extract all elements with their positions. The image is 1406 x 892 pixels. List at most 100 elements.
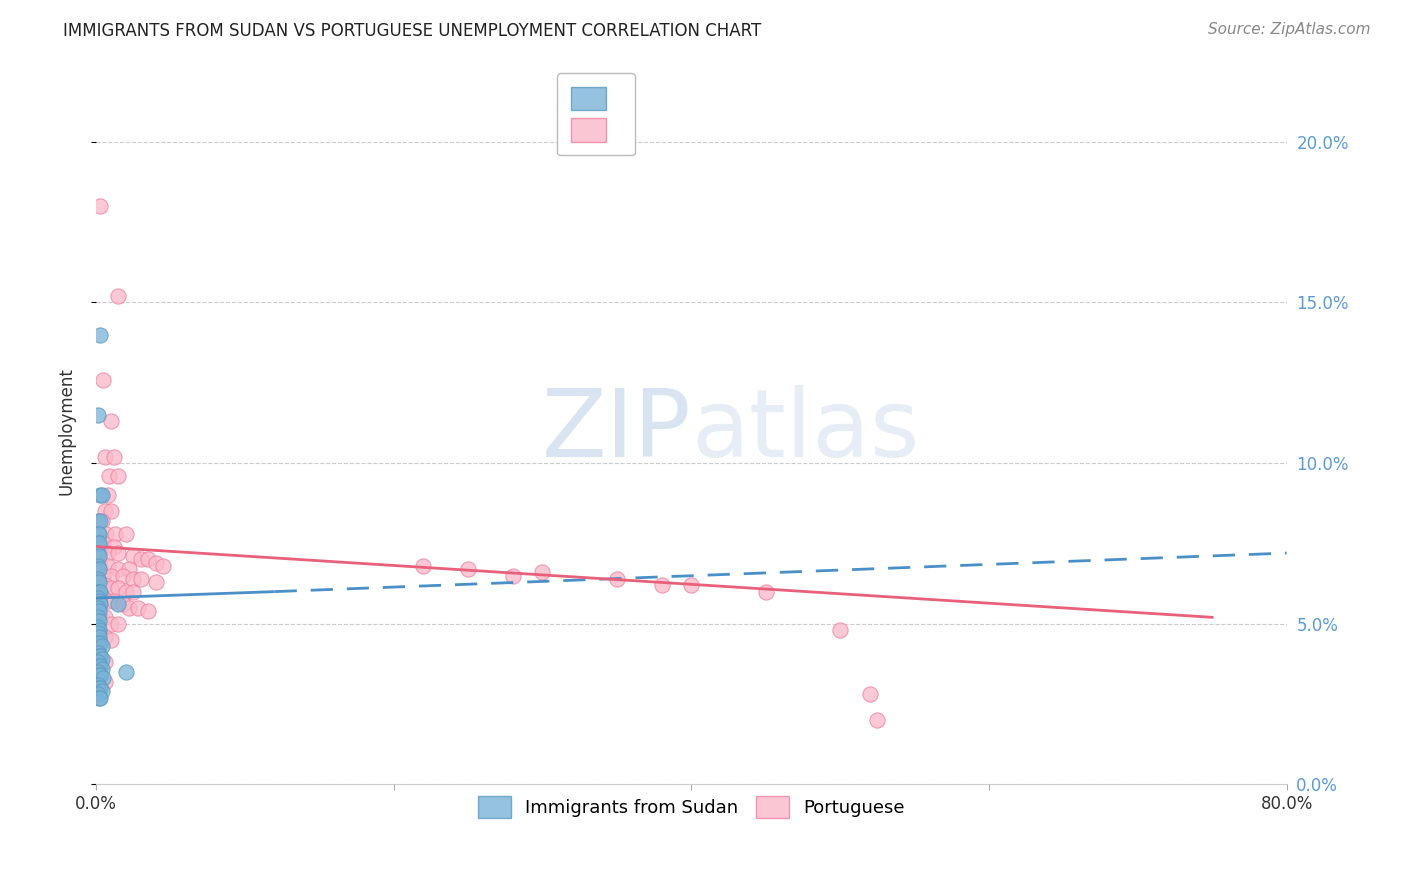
Point [107, 598, 129, 612]
Point [89, 199, 111, 213]
Point [93, 568, 115, 582]
Point [91, 662, 114, 676]
Point [86, 600, 108, 615]
Point [136, 604, 159, 618]
Point [89, 690, 111, 705]
Point [100, 568, 122, 582]
Point [86, 646, 108, 660]
Point [94, 578, 117, 592]
Point [87, 604, 110, 618]
Point [87, 681, 110, 695]
Point [97, 546, 120, 560]
Point [100, 632, 122, 647]
Point [412, 558, 434, 573]
Point [93, 591, 115, 605]
Point [89, 648, 111, 663]
Point [86, 620, 108, 634]
Point [457, 562, 479, 576]
Point [86, 408, 108, 422]
Point [89, 668, 111, 682]
Point [86, 626, 108, 640]
Point [86, 526, 108, 541]
Point [866, 713, 889, 727]
Point [86, 584, 108, 599]
Legend: Immigrants from Sudan, Portuguese: Immigrants from Sudan, Portuguese [471, 789, 912, 825]
Point [89, 610, 111, 624]
Point [100, 616, 122, 631]
Point [107, 469, 129, 483]
Point [89, 648, 111, 663]
Y-axis label: Unemployment: Unemployment [58, 367, 75, 495]
Point [87, 574, 110, 589]
Point [87, 658, 110, 673]
Point [93, 536, 115, 550]
Point [86, 558, 108, 573]
Point [94, 610, 117, 624]
Point [94, 674, 117, 689]
Point [89, 546, 111, 560]
Text: IMMIGRANTS FROM SUDAN VS PORTUGUESE UNEMPLOYMENT CORRELATION CHART: IMMIGRANTS FROM SUDAN VS PORTUGUESE UNEM… [63, 22, 762, 40]
Point [87, 639, 110, 653]
Point [103, 450, 125, 464]
Point [89, 514, 111, 528]
Text: ZIP: ZIP [541, 385, 692, 477]
Point [89, 488, 111, 502]
Point [97, 594, 120, 608]
Point [107, 582, 129, 596]
Point [103, 594, 125, 608]
Point [107, 562, 129, 576]
Point [111, 598, 134, 612]
Point [94, 630, 117, 644]
Point [145, 556, 167, 570]
Point [114, 584, 136, 599]
Point [118, 562, 141, 576]
Point [859, 688, 882, 702]
Point [87, 690, 110, 705]
Point [91, 684, 114, 698]
Point [87, 584, 110, 599]
Point [89, 636, 111, 650]
Point [118, 600, 141, 615]
Point [86, 665, 108, 679]
Point [502, 568, 524, 582]
Point [91, 488, 114, 502]
Point [87, 648, 110, 663]
Point [87, 549, 110, 564]
Text: atlas: atlas [692, 385, 920, 477]
Point [111, 568, 134, 582]
Point [86, 656, 108, 670]
Point [86, 678, 108, 692]
Point [87, 623, 110, 637]
Point [100, 582, 122, 596]
Point [93, 672, 115, 686]
Point [114, 665, 136, 679]
Point [93, 372, 115, 386]
Point [103, 540, 125, 554]
Point [100, 504, 122, 518]
Point [606, 572, 628, 586]
Point [531, 566, 554, 580]
Point [122, 584, 145, 599]
Point [94, 450, 117, 464]
Point [87, 526, 110, 541]
Point [91, 652, 114, 666]
Point [129, 552, 152, 566]
Point [94, 504, 117, 518]
Point [104, 526, 127, 541]
Point [127, 600, 149, 615]
Point [681, 578, 703, 592]
Point [86, 536, 108, 550]
Point [145, 574, 167, 589]
Point [122, 572, 145, 586]
Point [89, 626, 111, 640]
Point [122, 549, 145, 564]
Point [89, 584, 111, 599]
Point [86, 514, 108, 528]
Point [96, 526, 118, 541]
Point [107, 546, 129, 560]
Point [98, 469, 121, 483]
Point [129, 572, 152, 586]
Point [87, 614, 110, 628]
Point [830, 623, 852, 637]
Point [89, 558, 111, 573]
